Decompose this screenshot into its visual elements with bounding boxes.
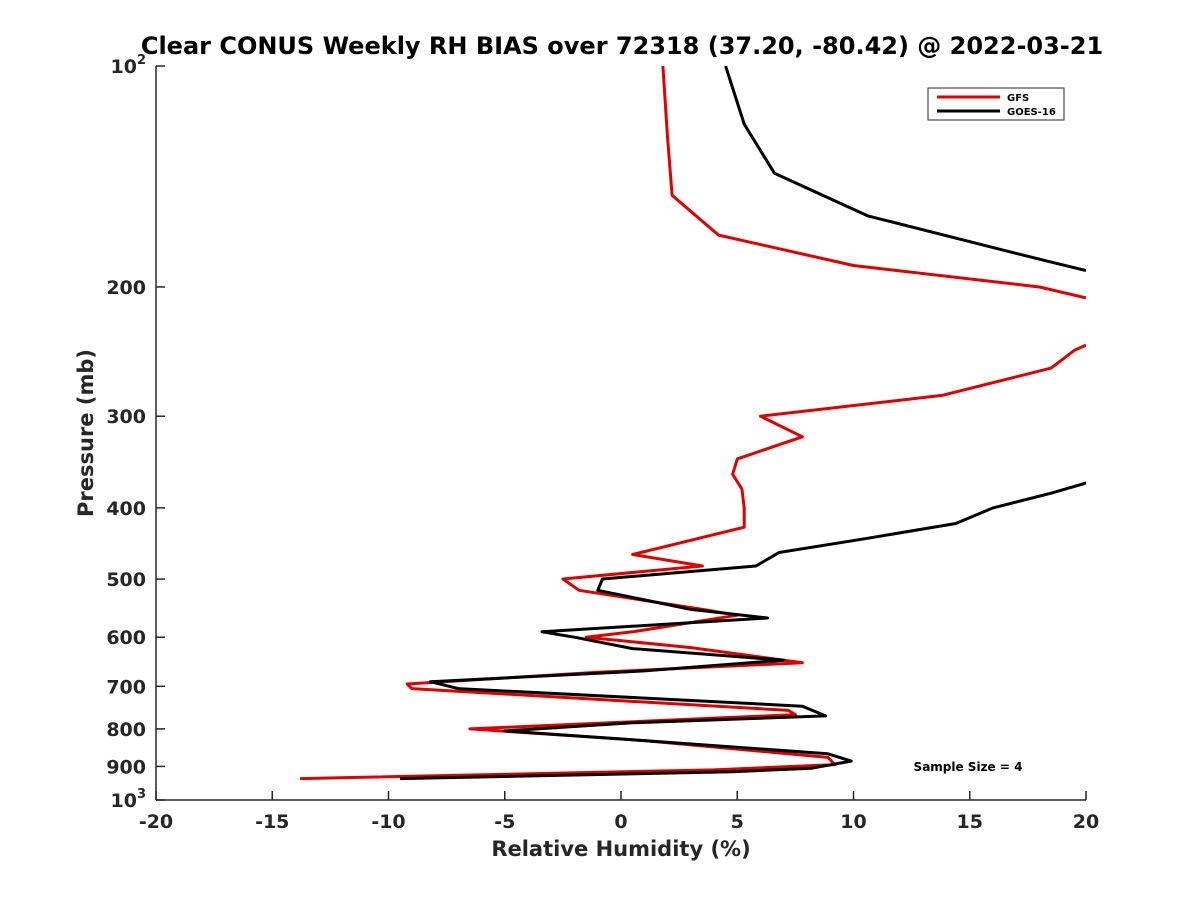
legend-box [927, 87, 1065, 121]
x-tick-label: -5 [494, 811, 515, 833]
x-tick-label: -10 [371, 811, 405, 833]
x-tick-label: 20 [1073, 811, 1099, 833]
y-tick-label: 700 [106, 676, 146, 698]
x-axis-ticks: -20 -15 -10 -5 0 5 10 15 20 [139, 791, 1099, 833]
legend-label-gfs: GFS [1007, 93, 1029, 104]
x-tick-label: 15 [957, 811, 983, 833]
x-tick-label: 10 [840, 811, 866, 833]
x-tick-label: -15 [255, 811, 289, 833]
series-line-gfs-1 [661, 66, 1086, 300]
y-tick-label: 800 [106, 719, 146, 741]
plot-lines [300, 66, 1086, 781]
series-line-gfs-2 [300, 343, 1086, 781]
series-line-goes-16-1 [724, 66, 1086, 273]
legend: GFS GOES-16 [927, 87, 1065, 121]
series-line-goes-16-2 [400, 481, 1086, 781]
plot-area [156, 66, 1086, 800]
x-tick-label: 0 [614, 811, 627, 833]
y-axis-ticks: 102 200 300 400 500 600 700 800 900 103 [106, 53, 165, 812]
x-tick-label: -20 [139, 811, 173, 833]
y-tick-label: 500 [106, 569, 146, 591]
y-tick-label: 900 [106, 756, 146, 778]
x-axis-label: Relative Humidity (%) [491, 837, 750, 861]
y-tick-label: 300 [106, 406, 146, 428]
y-axis-label: Pressure (mb) [74, 349, 98, 517]
y-tick-label: 102 [111, 53, 147, 78]
y-tick-label: 600 [106, 627, 146, 649]
legend-label-goes-16: GOES-16 [1007, 107, 1056, 118]
y-tick-label: 200 [106, 277, 146, 299]
chart-title: Clear CONUS Weekly RH BIAS over 72318 (3… [141, 32, 1103, 60]
sample-size-annotation: Sample Size = 4 [914, 760, 1023, 774]
x-tick-label: 5 [731, 811, 744, 833]
y-tick-label: 400 [106, 498, 146, 520]
y-tick-label: 103 [111, 787, 147, 812]
